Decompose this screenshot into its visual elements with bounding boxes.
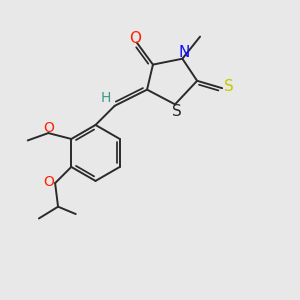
Text: N: N (178, 45, 190, 60)
Text: H: H (100, 92, 111, 106)
Text: O: O (43, 175, 54, 189)
Text: S: S (224, 79, 233, 94)
Text: O: O (129, 32, 141, 46)
Text: O: O (43, 121, 54, 135)
Text: S: S (172, 104, 182, 119)
